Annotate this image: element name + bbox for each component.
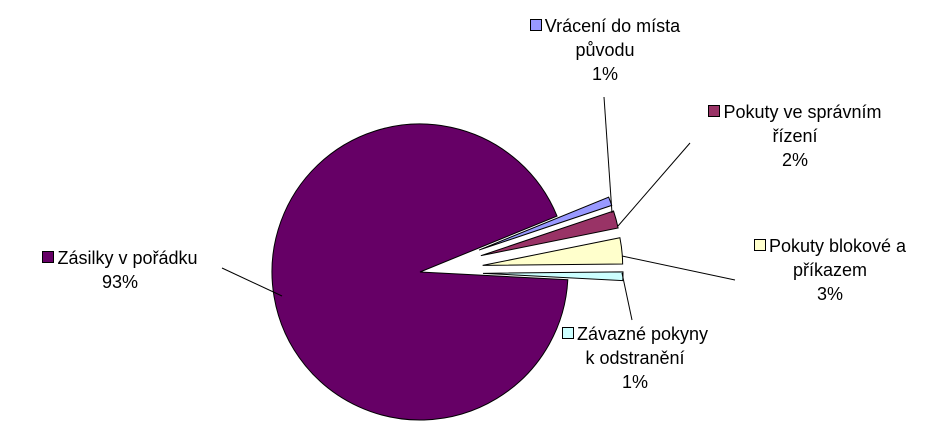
- pie-slice: [271, 123, 569, 421]
- pie-slice: [480, 210, 619, 257]
- pie-slice: [482, 237, 624, 266]
- value-label: 3%: [816, 284, 843, 304]
- leader-line: [603, 96, 613, 214]
- slice-label: Pokuty ve správním řízení 2%: [700, 100, 890, 172]
- legend-swatch: [529, 19, 542, 31]
- category-label: Pokuty blokové a příkazem: [768, 236, 907, 280]
- slice-label: Závazné pokyny k odstranění 1%: [560, 322, 710, 394]
- leader-line: [617, 142, 691, 227]
- value-label: 2%: [781, 150, 808, 170]
- value-label: 1%: [591, 64, 618, 84]
- leader-line: [621, 272, 633, 321]
- category-label: Závazné pokyny k odstranění: [576, 324, 709, 368]
- legend-swatch: [708, 105, 721, 117]
- leader-line: [621, 255, 736, 281]
- category-label: Pokuty ve správním řízení: [723, 102, 882, 146]
- leader-line: [221, 267, 283, 297]
- slice-label: Pokuty blokové a příkazem 3%: [740, 234, 920, 306]
- leader-lines: [221, 96, 736, 321]
- value-label: 93%: [101, 272, 139, 292]
- value-label: 1%: [621, 372, 648, 392]
- category-label: Zásilky v pořádku: [57, 248, 198, 268]
- legend-swatch: [561, 327, 574, 339]
- slice-label: Zásilky v pořádku 93%: [5, 246, 235, 294]
- slice-label: Vrácení do místa původu 1%: [505, 14, 705, 86]
- legend-swatch: [753, 239, 766, 251]
- category-label: Vrácení do místa původu: [544, 16, 681, 60]
- legend-swatch: [42, 251, 55, 263]
